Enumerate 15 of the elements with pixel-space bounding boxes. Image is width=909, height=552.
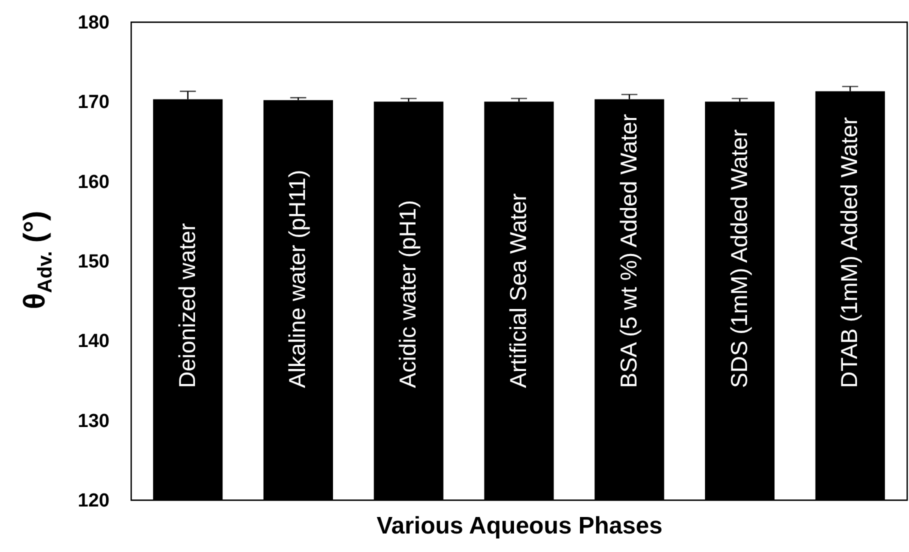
y-tick-label: 150 xyxy=(78,252,110,272)
x-tick-label: Artificial Sea Water xyxy=(505,192,531,388)
y-tick-label: 120 xyxy=(78,490,110,512)
x-axis-title: Various Aqueous Phases xyxy=(376,512,662,540)
x-tick-label: SDS (1mM) Added Water xyxy=(726,129,752,388)
y-tick-label: 170 xyxy=(78,92,110,114)
x-tick-label: DTAB (1mM) Added Water xyxy=(836,116,862,388)
x-tick-label: Acidic water (pH1) xyxy=(394,200,421,388)
y-tick-label: 140 xyxy=(78,331,110,352)
y-tick-label: 130 xyxy=(78,410,110,432)
x-tick-label: Alkaline water (pH11) xyxy=(284,170,310,388)
y-tick-label: 160 xyxy=(78,172,110,193)
x-tick-label: Deionized water xyxy=(174,222,200,388)
y-tick-label: 180 xyxy=(78,12,110,34)
x-tick-label: BSA (5 wt %) Added Water xyxy=(615,114,642,388)
